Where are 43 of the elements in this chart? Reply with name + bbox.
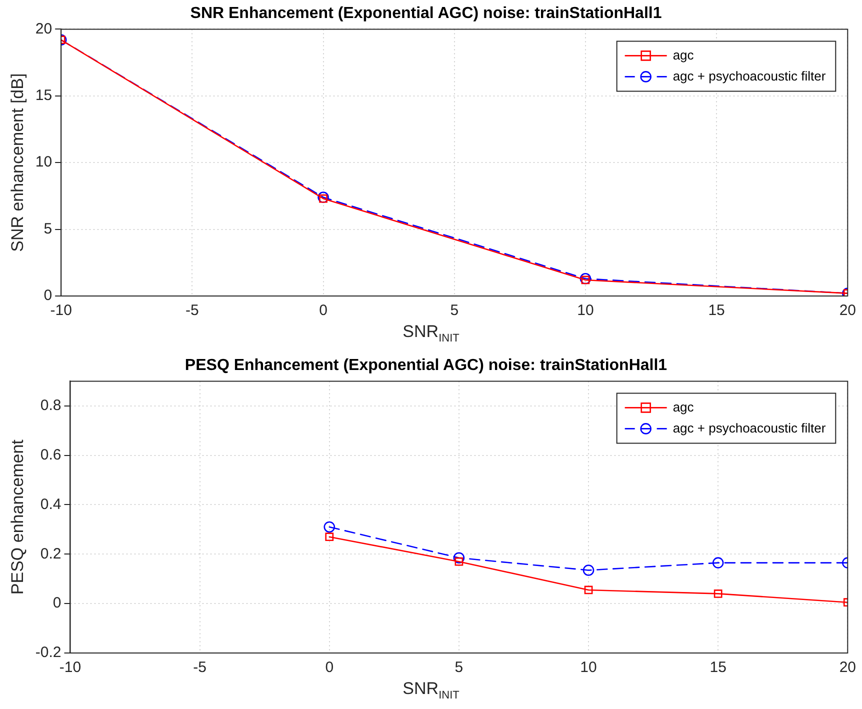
point [324, 521, 336, 533]
x-tick-label: 5 [450, 302, 459, 320]
chart-title: PESQ Enhancement (Exponential AGC) noise: trainStationHall1 [184, 357, 668, 374]
y-tick-label: 0.6 [40, 446, 62, 464]
point [714, 590, 722, 598]
x-tick-label: 10 [580, 659, 597, 676]
x-tick-label: -10 [50, 302, 72, 320]
x-tick-label: -5 [186, 302, 199, 320]
y-tick-label: 0.2 [40, 545, 62, 562]
point [453, 552, 465, 564]
x-tick-label: 5 [454, 659, 464, 676]
point [454, 557, 464, 566]
y-tick-label: 15 [35, 87, 52, 104]
x-tick-label: 0 [319, 302, 328, 320]
x-tick-label: -5 [193, 659, 206, 676]
y-tick-label: 10 [35, 154, 52, 171]
y-tick-label: 5 [44, 220, 52, 238]
point [325, 532, 334, 542]
x-axis-title: SNR$_{INIT}$ [402, 322, 460, 344]
x-tick-label: 15 [708, 302, 725, 320]
y-tick-label: 0.4 [40, 496, 62, 513]
x-tick-label: 15 [710, 659, 726, 676]
y-tick-label: 0 [52, 594, 62, 612]
legend-label: agc [672, 399, 694, 414]
y-tick-label: 0.8 [40, 397, 62, 414]
x-tick-label: 20 [839, 302, 856, 320]
y-tick-label: -0.2 [35, 644, 62, 662]
x-tick-label: 0 [325, 659, 334, 676]
point [712, 557, 724, 568]
point [584, 586, 593, 594]
y-axis-title: SNR enhancement [dB] [8, 73, 27, 252]
x-tick-label: 20 [839, 659, 856, 676]
x-axis-title: SNR$_{INIT}$ [402, 679, 460, 702]
legend-label: agc + psychoacoustic filter [672, 420, 826, 436]
legend-label: agc + psychoacoustic filter [672, 68, 826, 84]
x-tick-label: 10 [577, 302, 594, 320]
legend-label: agc [672, 47, 694, 62]
y-axis-title: PESQ enhancement [8, 439, 27, 595]
y-tick-label: 20 [35, 20, 52, 38]
chart-title: SNR Enhancement (Exponential AGC) noise: trainStationHall1 [190, 5, 662, 22]
point [582, 564, 594, 576]
x-tick-label: -10 [59, 659, 82, 676]
y-tick-label: 0 [44, 287, 52, 304]
